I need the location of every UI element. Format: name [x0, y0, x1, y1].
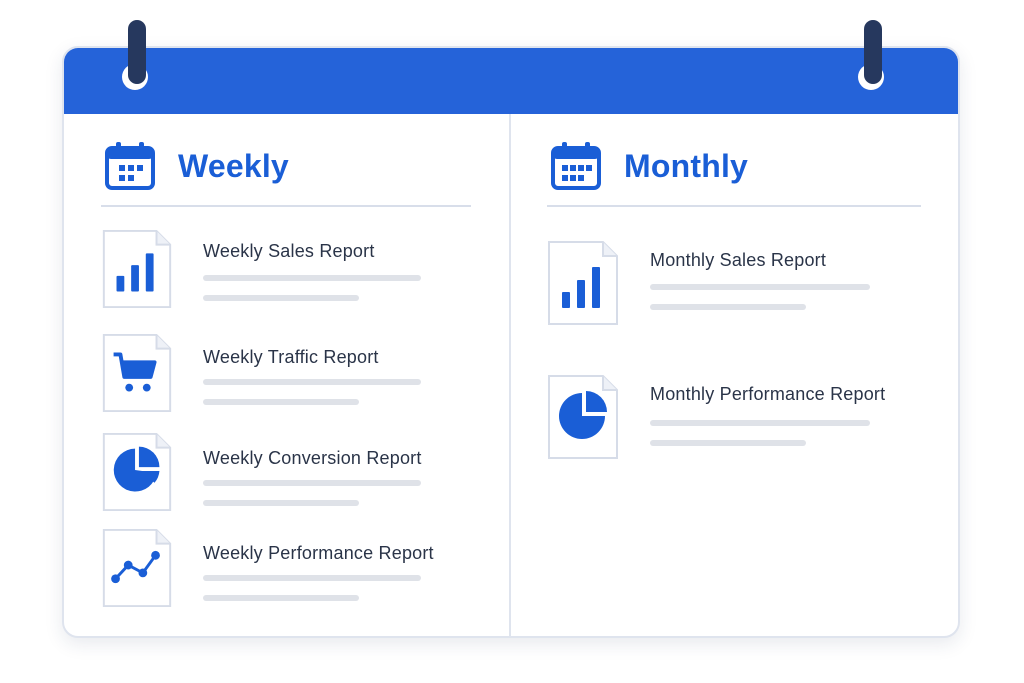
- placeholder-line: [203, 379, 421, 385]
- binder-ring-right: [858, 20, 884, 90]
- report-title: Monthly Performance Report: [650, 384, 886, 404]
- shopping-cart-icon: [102, 333, 172, 413]
- calendar-icon: [105, 142, 155, 190]
- monthly-underline: [547, 205, 921, 207]
- pie-chart-icon: [548, 375, 618, 459]
- column-divider: [509, 114, 511, 636]
- line-chart-icon: [102, 528, 172, 608]
- pie-chart-icon: [102, 432, 172, 512]
- calendar-header-bar: [64, 48, 958, 114]
- placeholder-line: [650, 304, 806, 310]
- weekly-underline: [101, 205, 471, 207]
- placeholder-line: [203, 275, 421, 281]
- report-title: Weekly Traffic Report: [203, 347, 379, 367]
- calendar-icon: [551, 142, 601, 190]
- calendar-card: [62, 46, 960, 638]
- placeholder-line: [650, 440, 806, 446]
- report-title: Weekly Conversion Report: [203, 448, 422, 468]
- placeholder-line: [203, 500, 359, 506]
- monthly-header: Monthly: [550, 140, 748, 192]
- placeholder-line: [650, 284, 870, 290]
- weekly-title: Weekly: [178, 147, 289, 184]
- placeholder-line: [203, 399, 359, 405]
- weekly-header: Weekly: [104, 140, 289, 192]
- placeholder-line: [650, 420, 870, 426]
- report-title: Weekly Performance Report: [203, 543, 434, 563]
- bar-chart-icon: [548, 241, 618, 325]
- binder-ring-left: [122, 20, 148, 90]
- monthly-title: Monthly: [624, 147, 749, 184]
- report-title: Weekly Sales Report: [203, 241, 375, 261]
- bar-chart-icon: [102, 229, 172, 309]
- report-title: Monthly Sales Report: [650, 250, 827, 270]
- placeholder-line: [203, 595, 359, 601]
- placeholder-line: [203, 480, 421, 486]
- placeholder-line: [203, 575, 421, 581]
- placeholder-line: [203, 295, 359, 301]
